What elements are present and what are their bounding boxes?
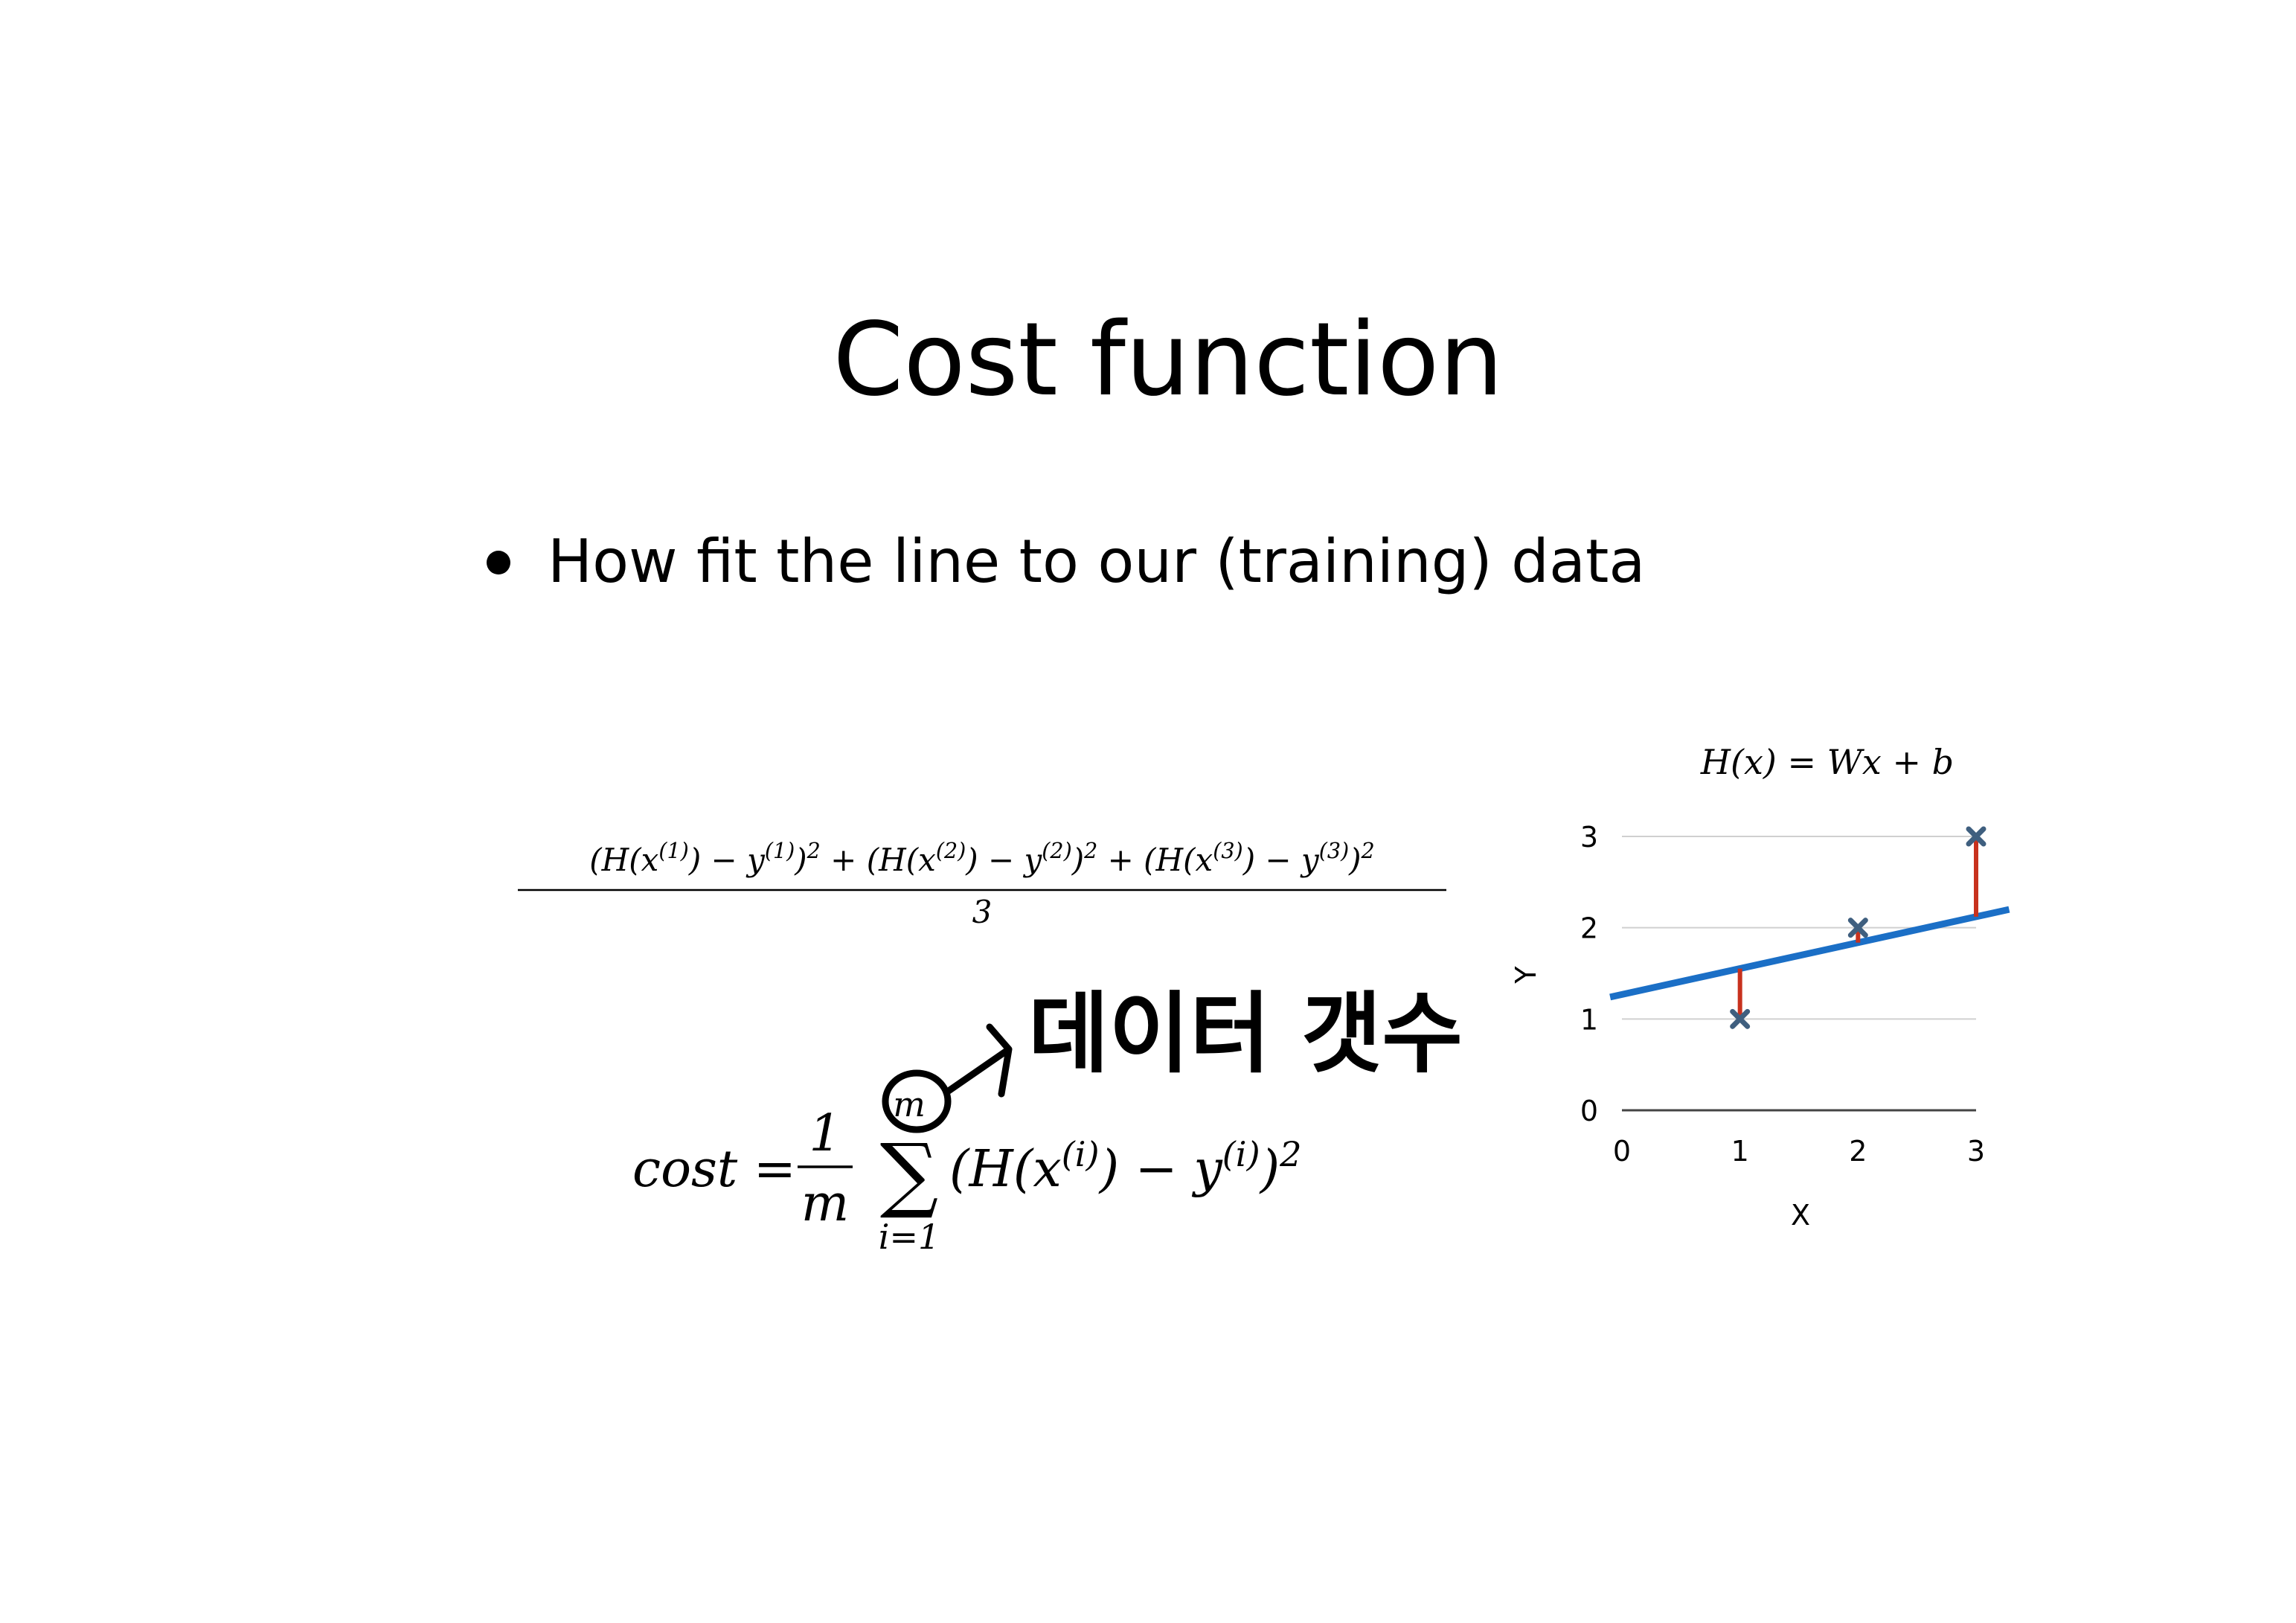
slide-title: Cost function — [833, 301, 1503, 419]
formula-part: ) − y — [965, 842, 1042, 878]
superscript: (i) — [1062, 1134, 1100, 1174]
x-tick-label: 0 — [1613, 1135, 1631, 1168]
x-tick-label: 2 — [1849, 1135, 1867, 1168]
y-tick-label: 1 — [1580, 1003, 1598, 1036]
chart-title: H(x) = Wx + b — [1700, 742, 1954, 782]
x-tick-label: 3 — [1967, 1135, 1985, 1168]
formula-part: ) — [1348, 842, 1361, 878]
superscript: (2) — [1042, 838, 1071, 863]
formula-part: ) — [794, 842, 807, 878]
sum-symbol: ∑ — [880, 1126, 939, 1221]
superscript: 2 — [1083, 838, 1097, 863]
superscript: 2 — [1361, 838, 1375, 863]
x-axis-label: X — [1791, 1199, 1810, 1232]
data-point — [1730, 1008, 1751, 1029]
superscript: (2) — [936, 838, 966, 863]
superscript: 2 — [1279, 1134, 1301, 1174]
bullet-text: How fit the line to our (training) data — [548, 527, 1645, 596]
fit-line — [1609, 906, 2010, 1001]
y-axis-label: Y — [1510, 966, 1542, 985]
formula-part: ) — [1259, 1140, 1280, 1199]
data-point — [1966, 826, 1986, 847]
denominator: 3 — [972, 894, 993, 930]
formula: (H(x(i)​) − y(i)​)2​ — [949, 1134, 1302, 1199]
y-tick-label: 2 — [1580, 912, 1598, 945]
sum-upper: m — [893, 1084, 926, 1124]
y-tick-label: 0 — [1580, 1095, 1598, 1127]
formula-part: ) — [1071, 842, 1084, 878]
sum-lower: i=1 — [879, 1217, 940, 1257]
formula-part: ) − y — [1242, 842, 1320, 878]
formula-part: (H(x — [949, 1140, 1062, 1199]
superscript: (i) — [1222, 1134, 1260, 1174]
formula-part: (H(x — [589, 842, 658, 878]
bullet-dot — [487, 551, 510, 574]
superscript: (3) — [1213, 838, 1242, 863]
formula-part: + (H(x — [821, 842, 936, 878]
formula: (H(x(1)​) − y(1)​)2​ + (H(x(2)​) − y(2)​… — [589, 838, 1374, 878]
handwritten-annotation: 데이터 갯수 — [1028, 982, 1463, 1085]
formula-part: + (H(x — [1097, 842, 1213, 878]
fraction-denominator: m — [801, 1174, 849, 1233]
superscript: (1) — [658, 838, 688, 863]
x-tick-label: 1 — [1731, 1135, 1749, 1168]
superscript: 2 — [807, 838, 821, 863]
data-point — [1847, 918, 1868, 938]
fraction-numerator: 1 — [809, 1104, 841, 1163]
superscript: (1) — [765, 838, 795, 863]
y-tick-label: 3 — [1580, 821, 1598, 854]
formula-part: ) − y — [1098, 1140, 1224, 1199]
handwritten-circle — [882, 1069, 952, 1133]
superscript: (3) — [1319, 838, 1349, 863]
formula-part: ) − y — [688, 842, 766, 878]
handwritten-arrow — [943, 1023, 1013, 1098]
cost-lhs: cost = — [632, 1140, 796, 1199]
